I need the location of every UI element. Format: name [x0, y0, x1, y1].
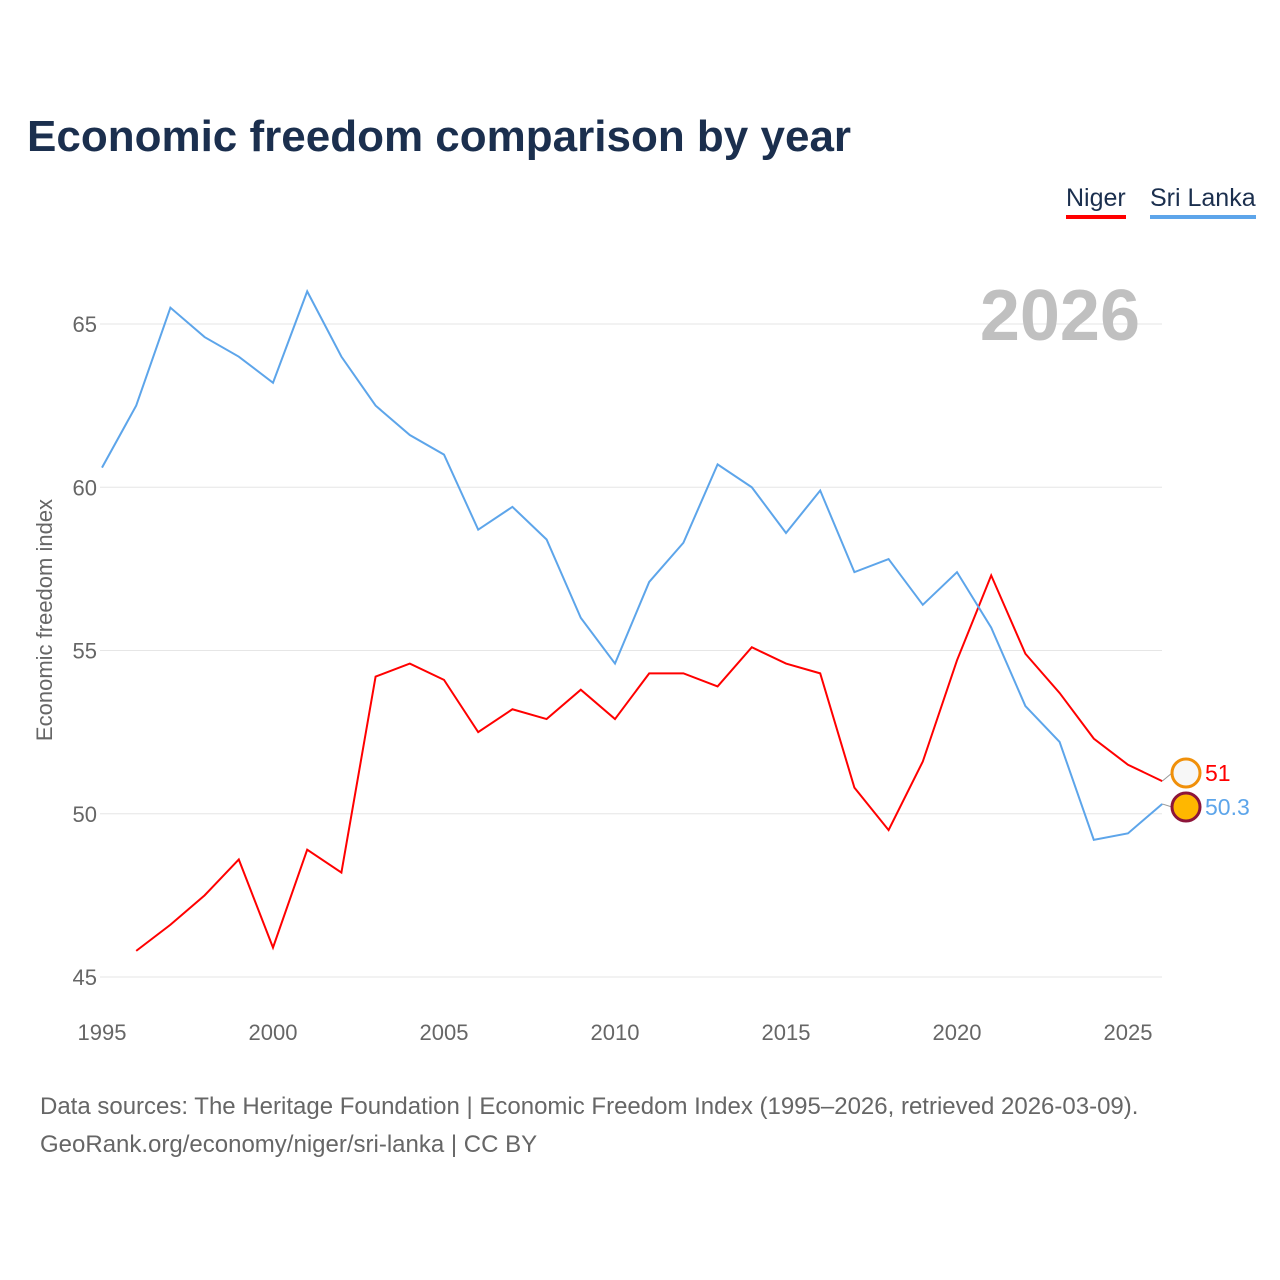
series-line-niger [135, 572, 1163, 952]
y-tick-label: 65 [73, 312, 97, 337]
chart-title: Economic freedom comparison by year [27, 112, 852, 161]
x-tick-label: 2010 [591, 1020, 640, 1045]
y-tick-label: 60 [73, 475, 97, 500]
x-tick-label: 2020 [933, 1020, 982, 1045]
legend-niger[interactable]: Niger [1066, 184, 1126, 219]
series-line-sri-lanka [101, 288, 1163, 842]
y-tick-label: 55 [73, 639, 97, 664]
x-tick-label: 2005 [420, 1020, 469, 1045]
end-value-label: 50.3 [1205, 794, 1250, 820]
year-watermark: 2026 [980, 276, 1140, 356]
source-line-1: Data sources: The Heritage Foundation | … [40, 1093, 1139, 1120]
y-tick-label: 50 [73, 802, 97, 827]
legend-sri-lanka[interactable]: Sri Lanka [1150, 184, 1256, 219]
x-tick-label: 2015 [762, 1020, 811, 1045]
x-tick-label: 1995 [78, 1020, 127, 1045]
label-connector [1162, 803, 1173, 808]
source-line-2: GeoRank.org/economy/niger/sri-lanka | CC… [40, 1131, 538, 1158]
flag-icon-niger [1170, 757, 1202, 789]
source-note: Data sources: The Heritage Foundation | … [40, 1088, 1138, 1164]
label-connector [1161, 772, 1173, 782]
y-axis-label: Economic freedom index [32, 499, 57, 741]
end-value-label: 51 [1205, 760, 1231, 786]
flag-icon-sri-lanka [1170, 791, 1202, 823]
y-tick-label: 45 [73, 965, 97, 990]
x-tick-label: 2025 [1104, 1020, 1153, 1045]
x-tick-label: 2000 [249, 1020, 298, 1045]
